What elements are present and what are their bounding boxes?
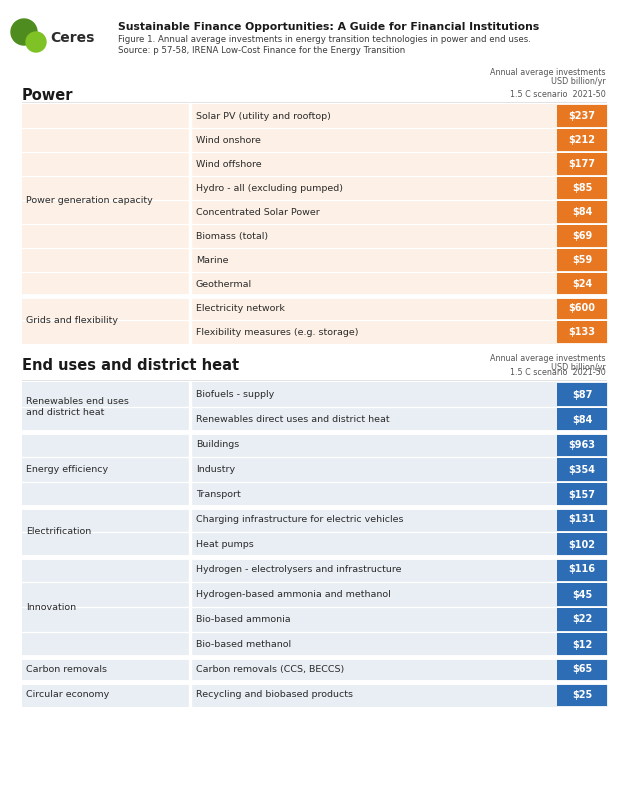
- Text: Carbon removals (CCS, BECCS): Carbon removals (CCS, BECCS): [196, 665, 344, 674]
- Bar: [557, 433, 607, 456]
- Text: $84: $84: [572, 414, 592, 425]
- Text: Hydrogen-based ammonia and methanol: Hydrogen-based ammonia and methanol: [196, 590, 391, 599]
- Text: Power generation capacity: Power generation capacity: [26, 196, 152, 205]
- Text: Bio-based methanol: Bio-based methanol: [196, 640, 291, 649]
- Text: Source: p 57-58, IRENA Low-Cost Finance for the Energy Transition: Source: p 57-58, IRENA Low-Cost Finance …: [118, 46, 405, 55]
- Text: Carbon removals: Carbon removals: [26, 665, 107, 674]
- Text: Wind onshore: Wind onshore: [196, 135, 261, 145]
- Text: Annual average investments: Annual average investments: [491, 354, 606, 363]
- Text: Power: Power: [22, 88, 74, 103]
- Text: Solar PV (utility and rooftop): Solar PV (utility and rooftop): [196, 112, 331, 121]
- Text: $84: $84: [572, 207, 592, 217]
- Bar: [557, 129, 607, 151]
- Text: $12: $12: [572, 639, 592, 650]
- Text: $69: $69: [572, 231, 592, 241]
- Text: $600: $600: [569, 303, 596, 313]
- Bar: [557, 608, 607, 631]
- Text: $59: $59: [572, 255, 592, 265]
- Text: $65: $65: [572, 664, 592, 675]
- Text: $85: $85: [572, 183, 592, 193]
- Text: Transport: Transport: [196, 490, 241, 499]
- Text: Geothermal: Geothermal: [196, 279, 252, 289]
- Text: $133: $133: [569, 327, 596, 337]
- Text: $25: $25: [572, 689, 592, 700]
- Text: $212: $212: [569, 135, 596, 145]
- Text: Marine: Marine: [196, 256, 229, 265]
- Text: Grids and flexibility: Grids and flexibility: [26, 316, 118, 324]
- Circle shape: [26, 32, 46, 52]
- Bar: [557, 201, 607, 223]
- Text: Buildings: Buildings: [196, 440, 239, 449]
- Text: Flexibility measures (e.g. storage): Flexibility measures (e.g. storage): [196, 328, 359, 337]
- Text: Bio-based ammonia: Bio-based ammonia: [196, 615, 291, 624]
- Bar: [557, 153, 607, 175]
- Text: Hydrogen - electrolysers and infrastructure: Hydrogen - electrolysers and infrastruct…: [196, 565, 401, 574]
- Bar: [557, 633, 607, 656]
- Text: $102: $102: [569, 540, 596, 549]
- Text: Renewables end uses
and district heat: Renewables end uses and district heat: [26, 397, 129, 417]
- Text: Biofuels - supply: Biofuels - supply: [196, 390, 274, 399]
- Bar: [557, 321, 607, 343]
- Bar: [557, 683, 607, 706]
- Text: Annual average investments: Annual average investments: [491, 68, 606, 77]
- Text: Ceres: Ceres: [50, 31, 94, 45]
- Bar: [557, 177, 607, 199]
- Text: Energy efficiency: Energy efficiency: [26, 465, 108, 474]
- Bar: [557, 558, 607, 581]
- Text: $963: $963: [569, 439, 596, 450]
- Bar: [557, 383, 607, 406]
- Bar: [557, 458, 607, 481]
- Bar: [557, 273, 607, 295]
- Bar: [557, 508, 607, 531]
- Bar: [557, 658, 607, 681]
- Text: $116: $116: [569, 565, 596, 574]
- Text: Electrification: Electrification: [26, 527, 91, 536]
- Text: $131: $131: [569, 515, 596, 524]
- Text: Renewables direct uses and district heat: Renewables direct uses and district heat: [196, 415, 389, 424]
- Text: Hydro - all (excluding pumped): Hydro - all (excluding pumped): [196, 184, 343, 193]
- Text: Wind offshore: Wind offshore: [196, 159, 262, 168]
- Bar: [557, 408, 607, 431]
- Text: Industry: Industry: [196, 465, 235, 474]
- Bar: [557, 483, 607, 506]
- Circle shape: [11, 19, 37, 45]
- Bar: [557, 533, 607, 556]
- Text: End uses and district heat: End uses and district heat: [22, 358, 239, 373]
- Text: $237: $237: [569, 111, 596, 121]
- Text: USD billion/yr: USD billion/yr: [551, 77, 606, 86]
- Bar: [557, 105, 607, 127]
- Text: Electricity network: Electricity network: [196, 303, 285, 312]
- Text: Charging infrastructure for electric vehicles: Charging infrastructure for electric veh…: [196, 515, 404, 524]
- Bar: [557, 297, 607, 319]
- Text: $24: $24: [572, 279, 592, 289]
- Text: Innovation: Innovation: [26, 603, 76, 612]
- Text: Concentrated Solar Power: Concentrated Solar Power: [196, 207, 320, 217]
- Text: Heat pumps: Heat pumps: [196, 540, 254, 549]
- Text: $87: $87: [572, 389, 592, 400]
- Bar: [22, 382, 608, 707]
- Bar: [557, 583, 607, 606]
- Text: Sustainable Finance Opportunities: A Guide for Financial Institutions: Sustainable Finance Opportunities: A Gui…: [118, 22, 539, 32]
- Text: Recycling and biobased products: Recycling and biobased products: [196, 690, 353, 699]
- Text: Circular economy: Circular economy: [26, 690, 109, 699]
- Bar: [557, 249, 607, 271]
- Text: 1.5 C scenario  2021-50: 1.5 C scenario 2021-50: [510, 90, 606, 99]
- Bar: [22, 104, 608, 344]
- Text: Figure 1. Annual average investments in energy transition technologies in power : Figure 1. Annual average investments in …: [118, 35, 531, 44]
- Bar: [557, 225, 607, 247]
- Text: 1.5 C scenario  2021-50: 1.5 C scenario 2021-50: [510, 368, 606, 377]
- Text: $157: $157: [569, 489, 596, 499]
- Text: $177: $177: [569, 159, 596, 169]
- Text: USD billion/yr: USD billion/yr: [551, 363, 606, 372]
- Text: $45: $45: [572, 590, 592, 599]
- Text: $22: $22: [572, 615, 592, 625]
- Text: Biomass (total): Biomass (total): [196, 231, 268, 240]
- Text: $354: $354: [569, 464, 596, 475]
